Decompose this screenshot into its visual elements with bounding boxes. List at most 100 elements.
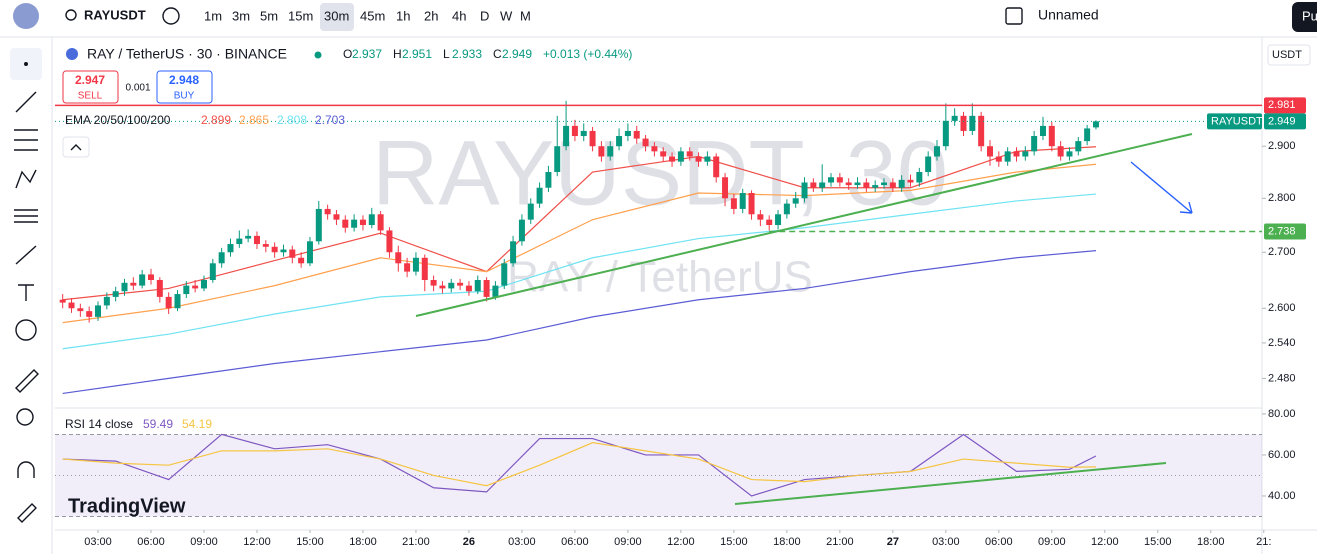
ruler-tool[interactable] xyxy=(15,369,39,393)
candle-body xyxy=(642,138,649,147)
fib-tool[interactable] xyxy=(14,129,38,151)
x-tick-label: 26 xyxy=(463,536,475,548)
candle-body xyxy=(580,130,587,137)
search-icon[interactable] xyxy=(65,9,77,21)
candle-body xyxy=(121,282,128,292)
market-status xyxy=(314,51,322,59)
legend-title: RAY / TetherUS · 30 · BINANCE xyxy=(87,46,287,62)
x-tick-label: 03:00 xyxy=(84,536,112,548)
trendline-tool[interactable] xyxy=(15,91,37,113)
ema-value: 2.899 xyxy=(201,113,231,127)
candle-body xyxy=(863,182,870,188)
candle-body xyxy=(245,235,252,239)
candle-body xyxy=(633,130,640,139)
candle-body xyxy=(59,299,66,303)
candle-body xyxy=(951,115,958,121)
candle-body xyxy=(262,244,269,247)
candle-body xyxy=(192,285,199,289)
price-badge xyxy=(1264,223,1306,240)
publish-button[interactable] xyxy=(1292,2,1317,32)
currency-box[interactable] xyxy=(1267,44,1311,66)
candle-body xyxy=(1057,146,1064,157)
pattern-tool[interactable] xyxy=(15,169,37,189)
candle-body xyxy=(545,172,552,188)
interval[interactable]: 1h xyxy=(396,8,410,23)
trendline[interactable] xyxy=(415,133,1193,317)
candle-body xyxy=(845,182,852,186)
cursor-icon xyxy=(24,62,28,66)
zoom-tool[interactable] xyxy=(16,408,34,426)
y-tick-label: 2.540 xyxy=(1268,337,1296,349)
sell-button[interactable] xyxy=(62,70,119,104)
change: +0.013 (+0.44%) xyxy=(543,47,632,61)
candle-body xyxy=(280,249,287,253)
user-avatar[interactable] xyxy=(13,3,39,29)
candle-body xyxy=(986,146,993,157)
publish-label[interactable]: Pu xyxy=(1302,8,1317,23)
ema-line xyxy=(62,250,1097,395)
candle-body xyxy=(518,219,525,242)
x-tick-label: 06:00 xyxy=(985,536,1013,548)
candle-body xyxy=(430,280,437,286)
magnet-tool[interactable] xyxy=(17,461,35,478)
candle-body xyxy=(68,302,75,309)
lock-tool[interactable] xyxy=(17,503,37,523)
interval[interactable]: 15m xyxy=(288,8,313,23)
layout-name[interactable]: Unnamed xyxy=(1038,7,1099,23)
candle-body xyxy=(412,257,419,272)
interval[interactable]: 30m xyxy=(324,8,349,23)
rsi-value: 54.19 xyxy=(182,417,212,431)
add-symbol[interactable] xyxy=(162,7,180,25)
projection-tool[interactable] xyxy=(14,209,38,223)
candle-body xyxy=(554,146,561,173)
buy-button[interactable] xyxy=(156,70,213,104)
candle-body xyxy=(624,130,631,137)
collapse-legend[interactable] xyxy=(62,136,90,158)
layout-icon[interactable] xyxy=(1005,7,1023,25)
candle-body xyxy=(112,291,119,297)
x-tick-label: 03:00 xyxy=(932,536,960,548)
emoji-tool[interactable] xyxy=(15,319,37,341)
currency[interactable]: USDT xyxy=(1272,49,1302,61)
candle-body xyxy=(907,179,914,183)
candle-body xyxy=(589,130,596,147)
x-tick-label: 18:00 xyxy=(1197,536,1225,548)
rsi-trendline[interactable] xyxy=(734,462,1167,505)
candle-body xyxy=(819,182,826,188)
interval[interactable]: W xyxy=(500,8,513,23)
candle-body xyxy=(324,208,331,215)
ema-title: EMA 20/50/100/200 xyxy=(65,113,171,127)
interval[interactable]: 1m xyxy=(204,8,222,23)
interval[interactable]: 45m xyxy=(360,8,385,23)
rsi-band xyxy=(55,434,1262,517)
interval[interactable]: 3m xyxy=(232,8,250,23)
interval[interactable]: M xyxy=(520,8,531,23)
sell-price[interactable]: 2.947 xyxy=(75,73,105,87)
interval[interactable]: 2h xyxy=(424,8,438,23)
arrow-tool[interactable] xyxy=(15,245,37,265)
buy-price[interactable]: 2.948 xyxy=(169,73,199,87)
candle-body xyxy=(571,125,578,137)
candle-body xyxy=(916,172,923,183)
candle-body xyxy=(1022,151,1029,157)
price-badge xyxy=(1264,113,1306,130)
candle-body xyxy=(218,252,225,264)
interval[interactable]: 4h xyxy=(452,8,466,23)
x-tick-label: 21: xyxy=(1256,536,1271,548)
candle-body xyxy=(1066,151,1073,157)
buy-label[interactable]: BUY xyxy=(174,91,195,102)
interval[interactable]: D xyxy=(480,8,489,23)
ohlc-legend: O 2.937 H 2.951 L 2.933 C 2.949 +0.013 (+0.44%) xyxy=(343,47,632,61)
candle-body xyxy=(130,282,137,286)
rsi-pane: 80.00 60.00 40.00 xyxy=(55,408,1296,517)
candle-body xyxy=(686,151,693,157)
active-interval[interactable] xyxy=(320,3,354,31)
sell-label[interactable]: SELL xyxy=(78,91,103,102)
rsi-line xyxy=(62,433,1097,497)
symbol[interactable]: RAYUSDT xyxy=(84,7,146,22)
arrow-drawing[interactable] xyxy=(1130,161,1193,214)
candle-body xyxy=(510,241,517,264)
candle-body xyxy=(368,214,375,226)
text-tool[interactable] xyxy=(18,284,34,301)
interval[interactable]: 5m xyxy=(260,8,278,23)
